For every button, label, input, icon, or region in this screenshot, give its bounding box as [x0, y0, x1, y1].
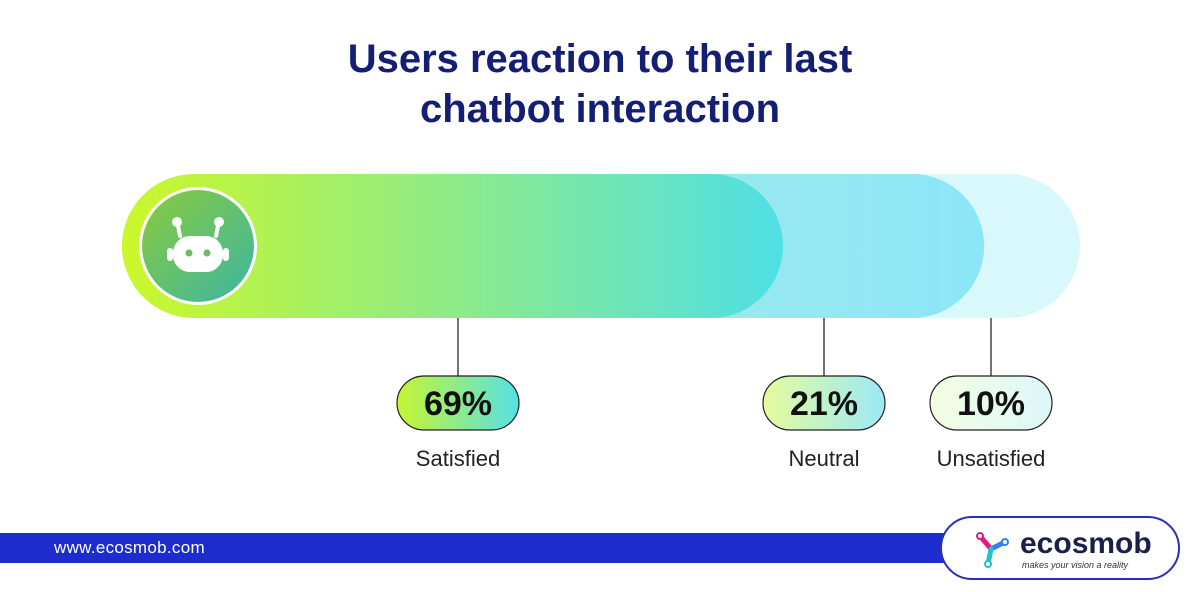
- value-pill-satisfied: [396, 375, 520, 431]
- value-pill-unsatisfied: [929, 375, 1053, 431]
- reaction-chart: 69% Satisfied 21% Neutral 10% Unsatisfied: [122, 174, 1080, 471]
- title-line-2: chatbot interaction: [419, 87, 781, 131]
- ecosmob-logo[interactable]: ecosmob makes your vision a reality: [940, 516, 1180, 580]
- value-label-unsatisfied: 10%: [957, 385, 1025, 423]
- category-label-unsatisfied: Unsatisfied: [937, 446, 1046, 471]
- logo-tagline: makes your vision a reality: [1022, 560, 1129, 570]
- value-label-neutral: 21%: [790, 385, 858, 423]
- robot-icon: [139, 187, 257, 305]
- bar-segment-satisfied: [122, 174, 784, 318]
- category-label-neutral: Neutral: [789, 446, 860, 471]
- logo-name: ecosmob: [1020, 527, 1152, 560]
- footer-bar: www.ecosmob.com: [0, 533, 980, 563]
- footer-url-link[interactable]: www.ecosmob.com: [54, 538, 205, 557]
- ecosmob-logo-icon: [976, 532, 1009, 568]
- value-pill-neutral: [762, 375, 886, 431]
- chart-title: Users reaction to their last chatbot int…: [0, 34, 1200, 134]
- category-label-satisfied: Satisfied: [416, 446, 500, 471]
- value-label-satisfied: 69%: [424, 385, 492, 423]
- title-line-1: Users reaction to their last: [347, 37, 853, 81]
